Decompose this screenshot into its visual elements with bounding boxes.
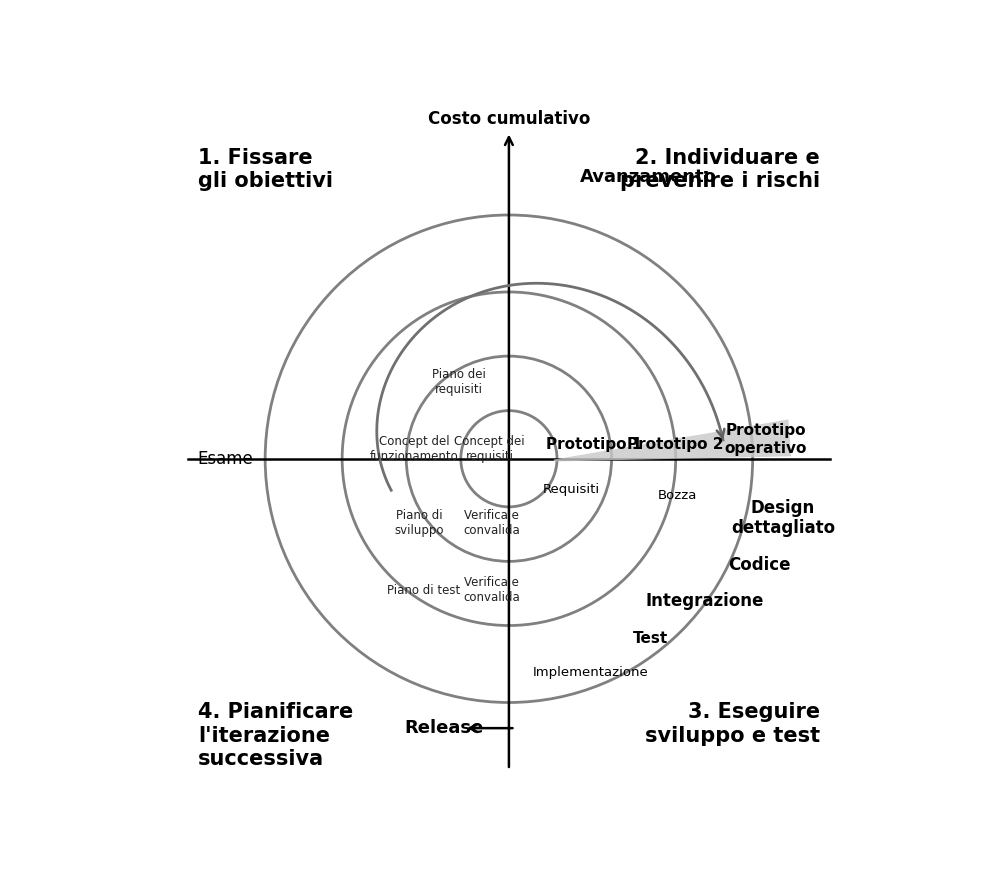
Text: Prototipo 2: Prototipo 2 [628,437,724,452]
Text: Test: Test [633,630,667,645]
Text: Prototipo 1: Prototipo 1 [546,437,642,452]
Text: Piano di test: Piano di test [387,584,461,597]
Text: Piano dei
requisiti: Piano dei requisiti [432,368,487,396]
Text: Codice: Codice [728,555,790,574]
Text: Concept dei
requisiti: Concept dei requisiti [455,435,525,463]
Text: Verifica e
convalida: Verifica e convalida [463,577,519,604]
Text: Requisiti: Requisiti [543,483,600,495]
Text: Integrazione: Integrazione [645,592,764,610]
Text: 2. Individuare e
prevenire i rischi: 2. Individuare e prevenire i rischi [620,147,820,191]
Text: Design
dettagliato: Design dettagliato [731,499,835,538]
Polygon shape [554,419,791,462]
Text: Esame: Esame [198,449,253,468]
Text: Release: Release [404,719,484,737]
Text: 3. Eseguire
sviluppo e test: 3. Eseguire sviluppo e test [644,703,820,745]
Text: Avanzamento: Avanzamento [580,168,716,185]
Text: 4. Pianificare
l'iterazione
successiva: 4. Pianificare l'iterazione successiva [198,703,354,769]
Text: Concept del
funzionamento: Concept del funzionamento [370,435,459,463]
Text: Implementazione: Implementazione [533,666,648,678]
Text: 1. Fissare
gli obiettivi: 1. Fissare gli obiettivi [198,147,333,191]
Text: Costo cumulativo: Costo cumulativo [428,110,590,128]
Text: Piano di
sviluppo: Piano di sviluppo [394,509,444,537]
Text: Bozza: Bozza [657,489,697,502]
Text: Prototipo
operativo: Prototipo operativo [724,423,806,456]
Text: Verifica e
convalida: Verifica e convalida [463,509,519,537]
